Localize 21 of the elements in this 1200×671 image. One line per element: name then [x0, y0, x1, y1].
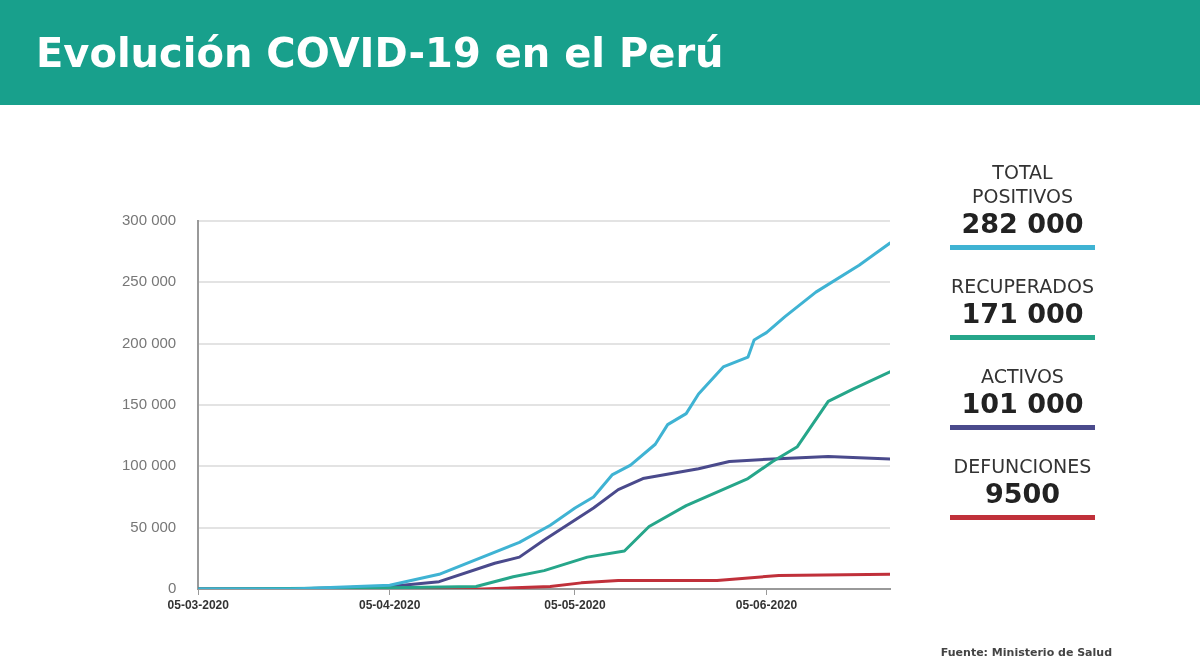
- y-tick-label: 250 000: [121, 272, 177, 290]
- text: TOTAL POSITIVOS: [971, 160, 1074, 208]
- text: DEFUNCIONES: [952, 454, 1093, 478]
- x-tick-label: 05-03-2020: [167, 597, 230, 612]
- y-tick-label: 0: [167, 579, 177, 597]
- text: ACTIVOS: [980, 364, 1065, 388]
- text: 101 000: [960, 388, 1085, 420]
- y-tick-label: 100 000: [121, 456, 177, 474]
- text: 171 000: [960, 298, 1085, 330]
- x-tick-label: 05-04-2020: [359, 597, 421, 612]
- text: 282 000: [960, 208, 1085, 240]
- x-tick-label: 05-06-2020: [735, 597, 798, 612]
- y-tick-label: 300 000: [121, 211, 177, 229]
- x-tick-label: 05-05-2020: [544, 597, 607, 612]
- chart-title: Evolución COVID-19 en el Perú: [36, 30, 724, 76]
- source-note: Fuente: Ministerio de Salud: [940, 646, 1112, 659]
- y-tick-label: 150 000: [121, 395, 177, 413]
- text: RECUPERADOS: [950, 274, 1095, 298]
- y-tick-label: 50 000: [130, 517, 177, 535]
- text: 9500: [983, 478, 1062, 510]
- y-tick-label: 200 000: [121, 333, 177, 351]
